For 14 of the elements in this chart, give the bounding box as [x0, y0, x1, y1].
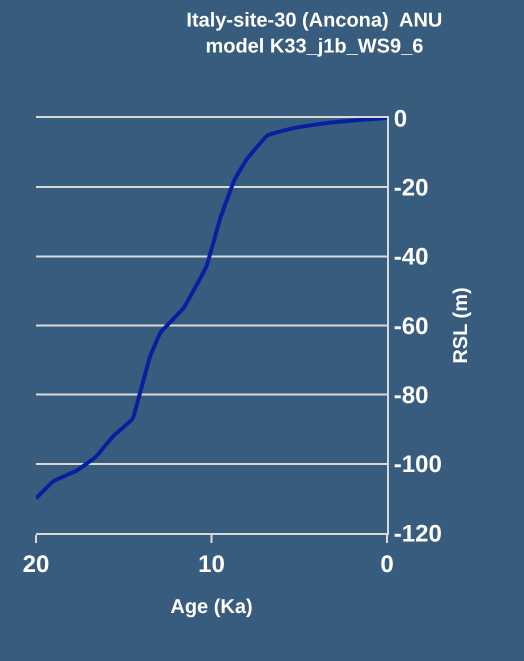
y-tick-label: -120	[394, 520, 442, 548]
y-tick-label: -60	[394, 312, 428, 340]
y-tick-label: -100	[394, 451, 442, 478]
x-tick-label: 10	[198, 550, 225, 578]
y-tick-label: -40	[394, 244, 428, 271]
y-tick-label: -20	[394, 174, 428, 202]
x-axis-title: Age (Ka)	[170, 596, 253, 618]
y-axis-title: RSL (m)	[450, 287, 472, 364]
chart-subtitle: model K33_j1b_WS9_6	[205, 35, 424, 58]
y-tick-label: -80	[394, 382, 428, 410]
chart-title: Italy-site-30 (Ancona) ANU	[186, 9, 442, 32]
y-tick-label: 0	[394, 105, 408, 132]
line-series	[36, 118, 387, 500]
x-tick-label: 20	[22, 550, 50, 578]
